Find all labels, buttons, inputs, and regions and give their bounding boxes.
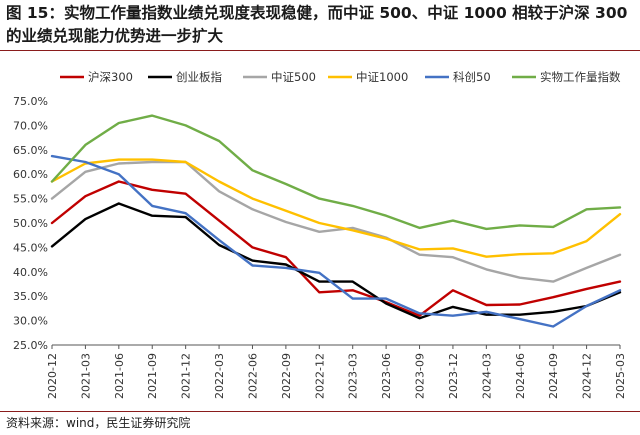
- x-tick-label: 2021-06: [113, 353, 126, 399]
- series-line-中证1000: [50, 158, 622, 258]
- y-tick-label: 60.0%: [13, 168, 48, 181]
- y-tick-label: 75.0%: [13, 95, 48, 108]
- y-tick-label: 40.0%: [13, 266, 48, 279]
- x-tick-label: 2024-06: [514, 353, 527, 399]
- x-tick-label: 2023-06: [380, 353, 393, 399]
- y-tick-label: 35.0%: [13, 290, 48, 303]
- x-tick-label: 2025-03: [614, 353, 627, 399]
- legend-label: 创业板指: [176, 70, 222, 84]
- x-tick-label: 2022-03: [213, 353, 226, 399]
- legend-label: 科创50: [453, 70, 491, 84]
- y-tick-label: 25.0%: [13, 339, 48, 352]
- y-tick-label: 45.0%: [13, 241, 48, 254]
- bottom-rule: [0, 411, 640, 412]
- series-line-沪深300: [50, 180, 622, 317]
- x-tick-label: 2020-12: [46, 353, 59, 399]
- y-tick-label: 30.0%: [13, 315, 48, 328]
- x-tick-label: 2022-09: [280, 353, 293, 399]
- x-tick-label: 2024-12: [581, 353, 594, 399]
- y-tick-label: 55.0%: [13, 193, 48, 206]
- x-tick-label: 2023-09: [414, 353, 427, 399]
- legend: 沪深300 创业板指 中证500 中证1000 科创50 实物工作量指数: [60, 70, 621, 84]
- x-tick-label: 2021-12: [180, 353, 193, 399]
- x-tick-label: 2021-03: [79, 353, 92, 399]
- series-line-创业板指: [50, 202, 622, 320]
- legend-label: 中证1000: [356, 70, 408, 84]
- y-tick-label: 70.0%: [13, 119, 48, 132]
- series-line-科创50: [50, 154, 622, 328]
- y-tick-label: 65.0%: [13, 144, 48, 157]
- x-tick-label: 2024-03: [480, 353, 493, 399]
- legend-label: 实物工作量指数: [540, 70, 621, 84]
- series-line-实物工作量指数: [50, 114, 622, 231]
- x-tick-label: 2024-09: [547, 353, 560, 399]
- line-chart: 沪深300 创业板指 中证500 中证1000 科创50 实物工作量指数 25.0% 30.…: [13, 70, 627, 399]
- series-line-中证500: [50, 160, 622, 283]
- axes: 25.0% 30.0% 35.0% 40.0% 45.0% 50.0% 55.0% 60.0%…: [13, 95, 627, 399]
- y-tick-label: 50.0%: [13, 217, 48, 230]
- top-rule: [0, 50, 640, 51]
- x-tick-label: 2021-09: [146, 353, 159, 399]
- series-lines: [50, 114, 622, 328]
- source-note: 资料来源：wind，民生证券研究院: [6, 416, 191, 430]
- x-tick-label: 2023-03: [347, 353, 360, 399]
- x-tick-label: 2022-12: [313, 353, 326, 399]
- x-tick-label: 2022-06: [246, 353, 259, 399]
- legend-label: 中证500: [271, 70, 316, 84]
- chart-title: 图 15：实物工作量指数业绩兑现度表现稳健，而中证 500、中证 1000 相较…: [6, 4, 628, 45]
- x-tick-label: 2023-12: [447, 353, 460, 399]
- legend-label: 沪深300: [88, 70, 133, 84]
